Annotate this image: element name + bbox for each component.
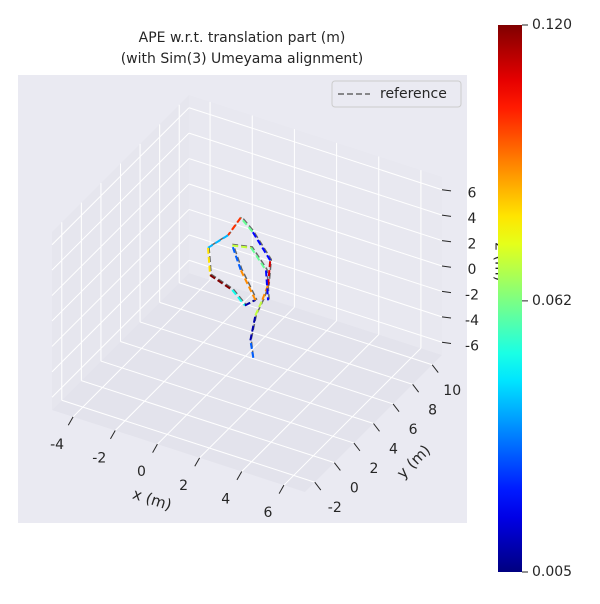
tick-mark <box>441 189 452 192</box>
legend-label: reference <box>380 86 447 102</box>
tick-mark <box>441 290 452 294</box>
x-tick-label: 2 <box>179 478 188 494</box>
legend <box>331 80 462 108</box>
colorbar-tick-label: 0.005 <box>532 564 572 580</box>
z-tick-label: -4 <box>465 313 479 329</box>
tick-mark <box>278 484 285 494</box>
trajectory-segment <box>209 274 233 291</box>
grid-line <box>188 183 443 267</box>
y-tick-label: 8 <box>428 402 437 418</box>
tick-mark <box>441 265 452 268</box>
trajectory-segment <box>261 284 270 301</box>
grid-line <box>51 234 190 373</box>
grid-line <box>51 158 190 296</box>
grid-line <box>188 158 443 242</box>
grid-line <box>179 282 433 366</box>
trajectory-segment <box>207 234 229 249</box>
tick-mark <box>441 214 452 217</box>
tick-mark <box>194 457 201 467</box>
grid-line <box>188 208 443 292</box>
grid-line <box>100 360 355 444</box>
colorbar-tick-label: 0.120 <box>532 17 572 33</box>
tick-mark <box>441 341 452 344</box>
tick-mark <box>431 364 439 373</box>
y-tick-label: 0 <box>350 481 359 497</box>
tick-mark <box>152 443 158 453</box>
grid-line <box>61 399 315 483</box>
grid-line <box>81 380 335 464</box>
x-tick-label: -4 <box>50 437 64 453</box>
y-tick-label: 4 <box>389 442 398 458</box>
x-tick-label: -2 <box>92 451 106 467</box>
trajectory-segment <box>231 289 246 307</box>
trajectory-segment <box>264 270 270 301</box>
trajectory-segment <box>267 260 272 286</box>
y-tick-label: 6 <box>409 422 418 438</box>
grid-line <box>120 341 374 424</box>
grid-line <box>51 107 190 246</box>
y-tick-label: 10 <box>443 383 461 399</box>
colorbar-tick-label: 0.062 <box>532 293 572 309</box>
grid-line <box>188 259 443 343</box>
trajectory-segment <box>250 247 267 271</box>
grid-line <box>188 234 443 318</box>
trajectory-segment <box>239 217 254 233</box>
trajectory-segment <box>254 299 264 316</box>
grid-line <box>188 132 443 216</box>
x-tick-label: 0 <box>137 464 146 480</box>
z-tick-label: -2 <box>465 287 479 303</box>
grid-line <box>51 183 190 322</box>
tick-mark <box>110 430 116 440</box>
grid-line <box>51 132 190 271</box>
reference-line <box>208 215 273 357</box>
tick-mark <box>314 481 322 491</box>
tick-mark <box>392 403 400 413</box>
chart-title: APE w.r.t. translation part (m) <box>139 30 346 46</box>
x-tick-label: 4 <box>221 492 230 508</box>
trajectory-segment <box>239 269 257 301</box>
grid-line <box>51 259 190 398</box>
trajectory-segment <box>231 245 242 271</box>
z-tick-label: -6 <box>465 338 479 354</box>
trajectory-segment <box>249 315 257 341</box>
trajectory-segment <box>244 299 256 307</box>
trajectory-segment <box>206 247 212 276</box>
x-tick-label: 6 <box>263 505 272 521</box>
tick-mark <box>412 384 420 393</box>
tick-mark <box>441 240 452 243</box>
z-tick-label: 0 <box>468 262 477 278</box>
y-tick-label: -2 <box>328 500 342 516</box>
trajectory-segment <box>232 244 252 249</box>
grid-line <box>51 209 190 347</box>
colorbar <box>498 25 522 572</box>
grid-line <box>139 321 394 405</box>
colorbar-ticks: 0.005 0.062 0.120 <box>522 17 572 580</box>
trajectory-segment <box>249 340 255 359</box>
tick-mark <box>333 462 341 471</box>
trajectory-segment <box>227 217 242 236</box>
grid-line <box>188 107 443 191</box>
y-tick-label: 2 <box>369 461 378 477</box>
z-tick-label: 4 <box>468 211 477 227</box>
tick-mark <box>236 471 243 481</box>
tick-mark <box>373 423 380 432</box>
tick-mark <box>353 442 361 452</box>
chart-subtitle: (with Sim(3) Umeyama alignment) <box>121 51 364 67</box>
grid-line <box>159 301 413 385</box>
z-tick-label: 2 <box>468 237 477 253</box>
trajectory-segment <box>251 231 272 261</box>
z-tick-label: 6 <box>468 186 477 202</box>
tick-mark <box>441 316 452 319</box>
tick-mark <box>67 416 74 426</box>
